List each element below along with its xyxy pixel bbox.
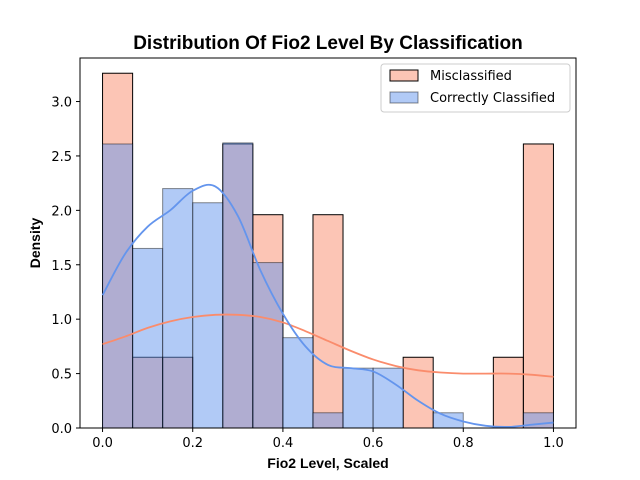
series-1 — [102, 142, 554, 429]
x-tick-label: 0.0 — [92, 436, 113, 451]
histogram-bar — [522, 143, 554, 429]
histogram-bar — [312, 214, 344, 429]
legend-box — [380, 63, 571, 113]
x-tick-label: 0.6 — [363, 436, 384, 451]
x-tick-label: 1.0 — [543, 436, 564, 451]
y-tick-label: 1.5 — [51, 259, 72, 274]
x-axis-label: Fio2 Level, Scaled — [267, 455, 388, 471]
x-tick-label: 0.4 — [273, 436, 294, 451]
y-tick-label: 0.0 — [51, 422, 72, 437]
histogram-bar — [342, 367, 374, 429]
x-axis: 0.0 0.2 0.4 0.6 0.8 1.0 — [92, 428, 564, 451]
kde-line — [102, 313, 554, 378]
y-axis-label: Density — [27, 218, 43, 269]
histogram-bar — [282, 337, 314, 429]
histogram-bar — [372, 367, 404, 429]
y-tick-label: 2.0 — [51, 204, 72, 219]
legend-swatch — [389, 91, 419, 104]
y-tick-label: 1.0 — [51, 313, 72, 328]
y-tick-label: 0.5 — [51, 368, 72, 383]
y-tick-label: 3.0 — [51, 96, 72, 111]
histogram-bar — [132, 247, 164, 429]
histogram-bar — [222, 142, 254, 429]
y-tick-label: 2.5 — [51, 150, 72, 165]
y-axis: 0.0 0.5 1.0 1.5 2.0 2.5 3.0 — [51, 96, 80, 437]
kde-line — [101, 183, 554, 428]
histogram-bar — [492, 356, 524, 429]
legend-label: Misclassified — [430, 69, 512, 84]
legend: Misclassified Correctly Classified — [380, 63, 571, 113]
histogram-bar — [312, 412, 344, 429]
x-tick-label: 0.8 — [453, 436, 474, 451]
legend-swatch — [389, 69, 419, 82]
histogram-bar — [162, 188, 194, 429]
plot-area — [101, 72, 554, 429]
axes-frame — [79, 57, 577, 429]
chart-title: Distribution Of Fio2 Level By Classifica… — [133, 33, 523, 54]
legend-label: Correctly Classified — [430, 91, 555, 106]
x-tick-label: 0.2 — [182, 436, 203, 451]
